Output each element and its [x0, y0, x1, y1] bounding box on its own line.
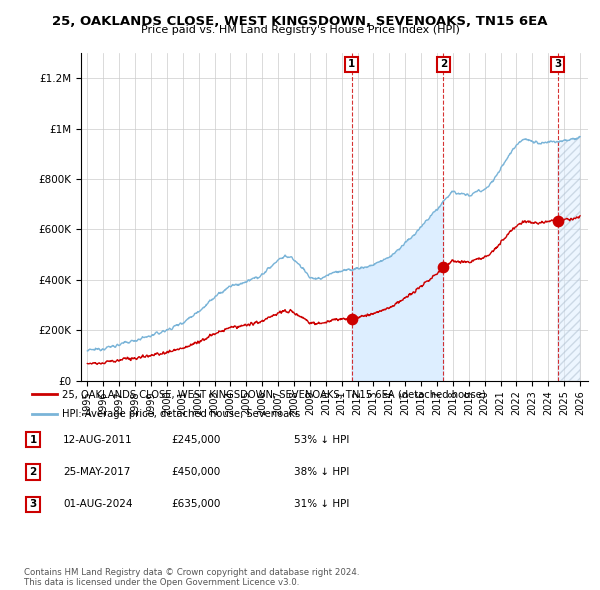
Text: 25, OAKLANDS CLOSE, WEST KINGSDOWN, SEVENOAKS, TN15 6EA (detached house): 25, OAKLANDS CLOSE, WEST KINGSDOWN, SEVE… — [62, 389, 485, 399]
Text: Price paid vs. HM Land Registry's House Price Index (HPI): Price paid vs. HM Land Registry's House … — [140, 25, 460, 35]
Text: 38% ↓ HPI: 38% ↓ HPI — [294, 467, 349, 477]
Text: 2: 2 — [29, 467, 37, 477]
Text: 25, OAKLANDS CLOSE, WEST KINGSDOWN, SEVENOAKS, TN15 6EA: 25, OAKLANDS CLOSE, WEST KINGSDOWN, SEVE… — [52, 15, 548, 28]
Text: 53% ↓ HPI: 53% ↓ HPI — [294, 435, 349, 444]
Text: 3: 3 — [29, 500, 37, 509]
Text: 12-AUG-2011: 12-AUG-2011 — [63, 435, 133, 444]
Text: 3: 3 — [554, 60, 561, 70]
Point — [553, 216, 562, 225]
Point — [439, 263, 448, 272]
Text: £245,000: £245,000 — [171, 435, 220, 444]
Text: HPI: Average price, detached house, Sevenoaks: HPI: Average price, detached house, Seve… — [62, 409, 300, 419]
Text: 01-AUG-2024: 01-AUG-2024 — [63, 500, 133, 509]
Text: 25-MAY-2017: 25-MAY-2017 — [63, 467, 130, 477]
Text: Contains HM Land Registry data © Crown copyright and database right 2024.
This d: Contains HM Land Registry data © Crown c… — [24, 568, 359, 587]
Text: 1: 1 — [348, 60, 355, 70]
Text: 2: 2 — [440, 60, 447, 70]
Text: £450,000: £450,000 — [171, 467, 220, 477]
Point — [347, 314, 356, 323]
Text: 1: 1 — [29, 435, 37, 444]
Text: £635,000: £635,000 — [171, 500, 220, 509]
Text: 31% ↓ HPI: 31% ↓ HPI — [294, 500, 349, 509]
